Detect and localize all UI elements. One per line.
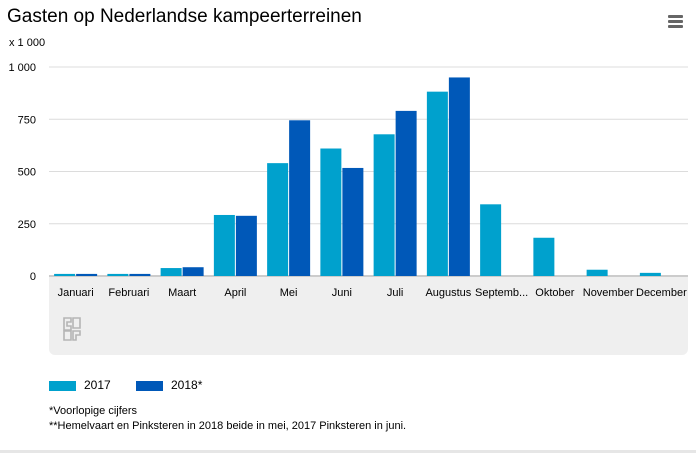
bar-2017-septemb <box>480 204 502 276</box>
bar-2018-januari <box>76 273 98 276</box>
bar-2018-maart <box>182 267 204 276</box>
x-tick-label: Juni <box>332 287 352 299</box>
unit-label: x 1 000 <box>9 37 46 49</box>
footnotes: *Voorlopige cijfers **Hemelvaart en Pink… <box>49 404 406 434</box>
bottom-divider <box>0 450 696 453</box>
chart-title: Gasten op Nederlandse kampeerterreinen <box>7 6 362 27</box>
y-tick-label: 0 <box>30 271 36 283</box>
bar-2018-juli <box>395 110 417 276</box>
legend-label-2017: 2017 <box>84 378 111 392</box>
bar-2017-december <box>639 272 661 276</box>
hamburger-menu-icon[interactable] <box>668 15 683 29</box>
bar-2018-juni <box>342 167 364 276</box>
y-tick-label: 1 000 <box>8 62 36 74</box>
bar-2017-januari <box>54 273 76 276</box>
bar-2017-februari <box>107 273 129 276</box>
x-axis-band <box>49 277 688 355</box>
footnote-2: **Hemelvaart en Pinksteren in 2018 beide… <box>49 420 407 432</box>
legend-item-2017[interactable]: 2017 <box>49 378 111 392</box>
y-tick-label: 750 <box>18 114 36 126</box>
bar-2017-augustus <box>426 91 448 276</box>
bar-2017-mei <box>267 163 289 276</box>
x-tick-label: Augustus <box>425 287 471 299</box>
x-tick-label: Oktober <box>535 287 574 299</box>
bar-2017-juli <box>373 134 395 276</box>
bar-2017-april <box>213 214 235 276</box>
bar-2017-oktober <box>533 237 555 276</box>
x-tick-label: Januari <box>58 287 94 299</box>
x-tick-label: November <box>583 287 634 299</box>
x-tick-label: December <box>636 287 687 299</box>
x-tick-label: Juli <box>387 287 404 299</box>
y-tick-label: 500 <box>18 167 36 179</box>
y-tick-label: 250 <box>18 219 36 231</box>
bar-2018-april <box>235 215 257 276</box>
legend-swatch-2018 <box>136 380 163 391</box>
bar-2018-februari <box>129 273 151 276</box>
x-tick-label: Februari <box>108 287 149 299</box>
footnote-1: *Voorlopige cijfers <box>49 405 138 417</box>
x-tick-label: April <box>224 287 246 299</box>
legend-swatch-2017 <box>49 380 76 391</box>
x-tick-label: Mei <box>280 287 298 299</box>
bar-2017-november <box>586 269 608 276</box>
x-tick-label: Septemb... <box>475 287 528 299</box>
bar-2017-maart <box>160 268 182 276</box>
bar-2017-juni <box>320 148 342 276</box>
bar-2018-mei <box>289 120 311 276</box>
legend-label-2018: 2018* <box>171 378 203 392</box>
cbs-logo <box>63 317 81 341</box>
legend-item-2018[interactable]: 2018* <box>136 378 202 392</box>
bar-2018-augustus <box>448 77 470 276</box>
x-tick-label: Maart <box>168 287 196 299</box>
